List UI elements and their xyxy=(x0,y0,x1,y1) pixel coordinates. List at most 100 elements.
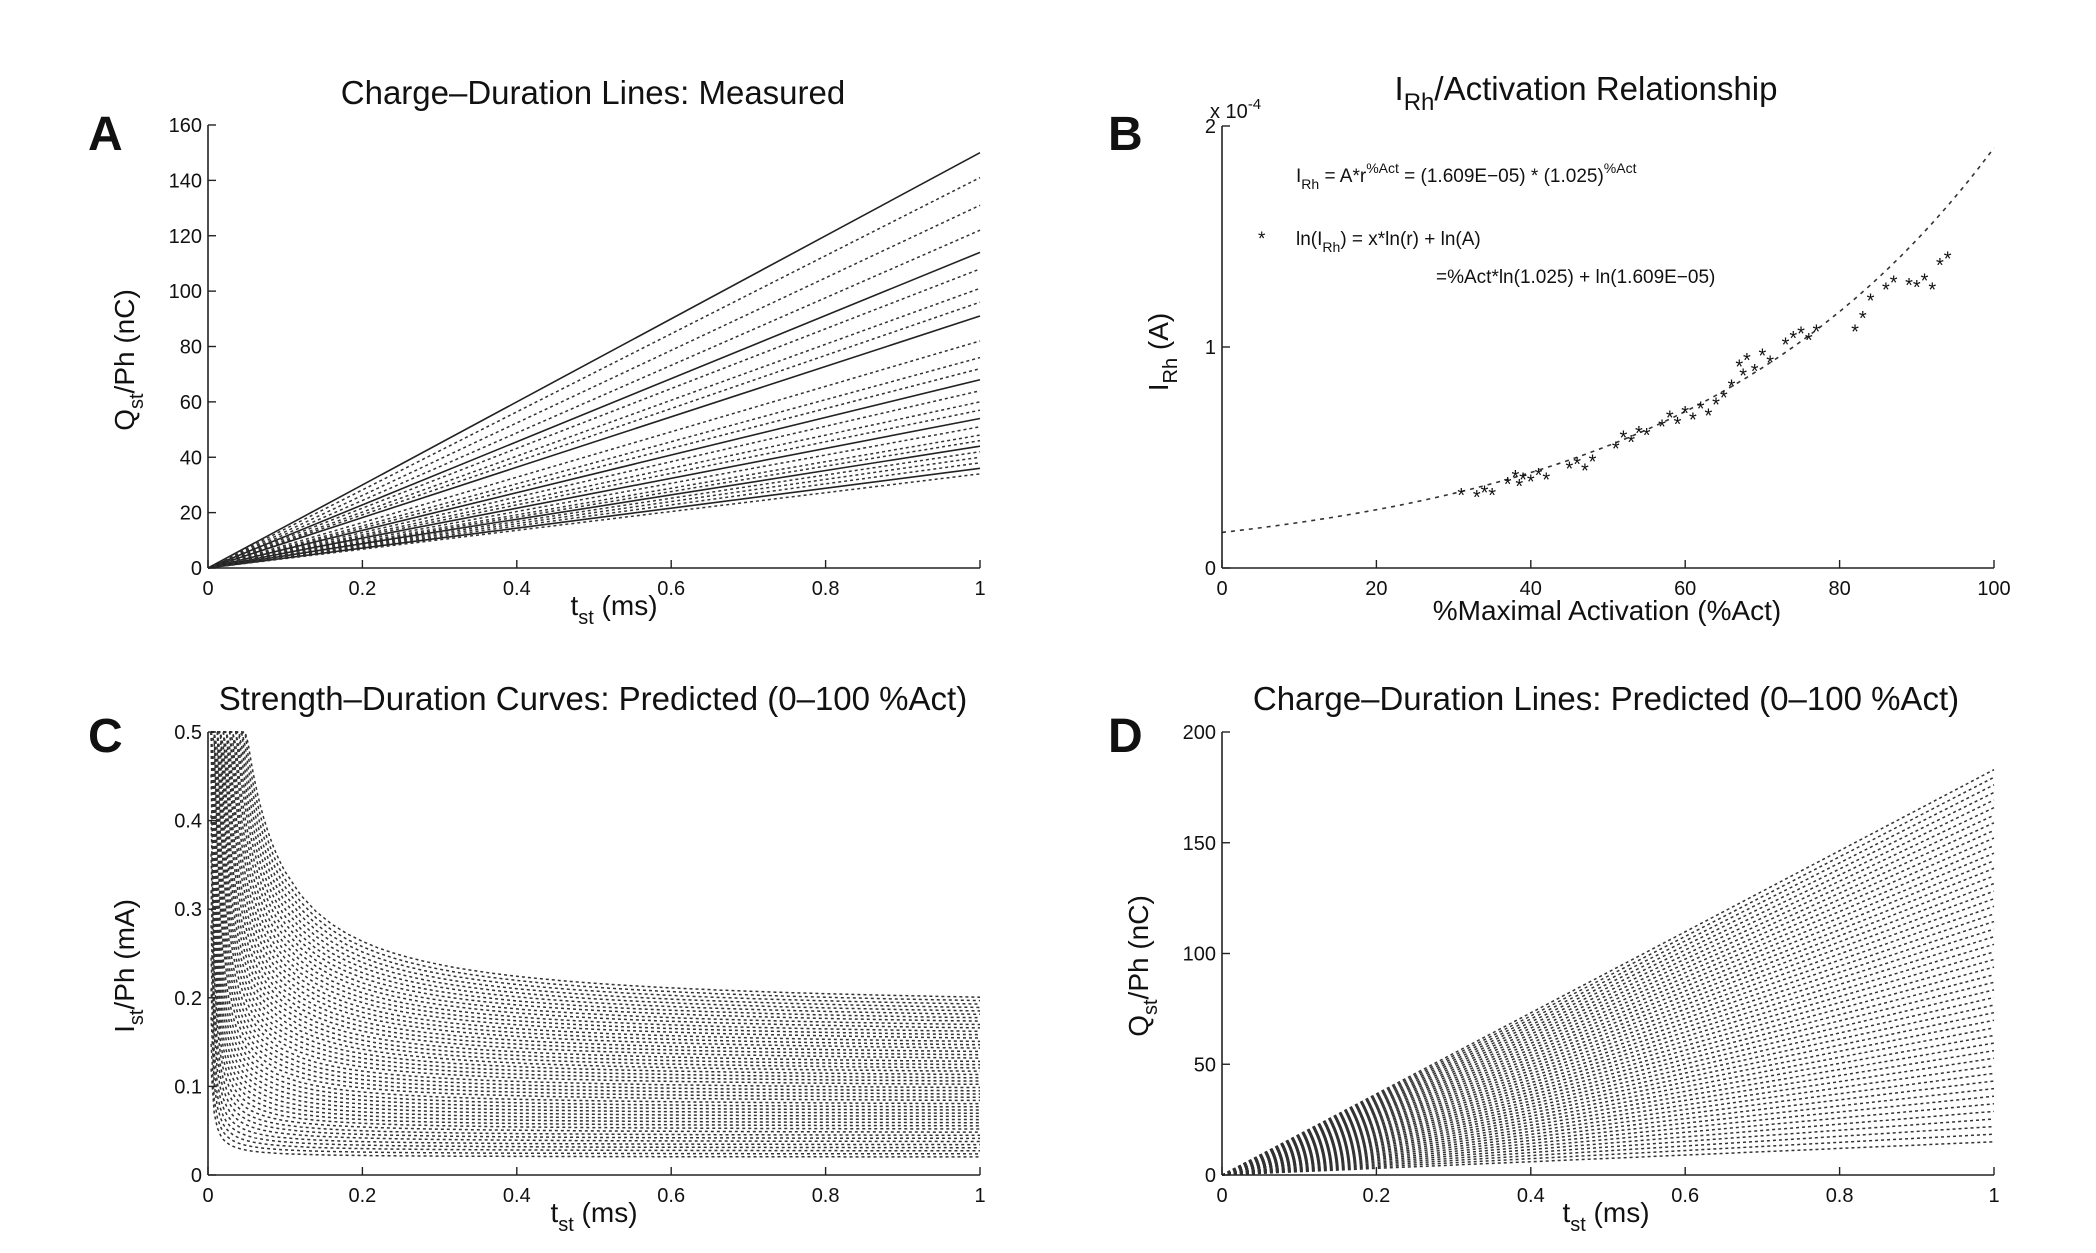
panel-b-data-point: * xyxy=(1643,425,1651,447)
panel-a-series-line xyxy=(208,288,980,568)
panel-b-equation-3: =%Act*ln(1.025) + ln(1.609E−05) xyxy=(1436,267,1715,288)
panel-b-plot-area: ****************************************… xyxy=(1222,148,1994,533)
panel-d-series-line xyxy=(1222,846,1994,1175)
panel-c-y-label-main: I xyxy=(109,1025,140,1033)
panel-b-y-label-main: I xyxy=(1143,383,1174,391)
panel-c-series-line xyxy=(211,732,980,1004)
panel-d-x-tick-label: 0.6 xyxy=(1671,1185,1699,1207)
panel-d-series-line xyxy=(1222,891,1994,1175)
panel-b-data-point: * xyxy=(1488,485,1496,507)
panel-d-series-line xyxy=(1222,777,1994,1175)
panel-b-data-point: * xyxy=(1728,377,1736,399)
panel-d-y-label-main: Q xyxy=(1123,1015,1154,1037)
panel-d-series-line xyxy=(1222,815,1994,1175)
panel-d-series-line xyxy=(1222,1081,1994,1175)
panel-b-y-label: IRh (A) xyxy=(1143,313,1182,391)
panel-b-ticks: 020406080100012 xyxy=(1205,116,2011,600)
panel-b-x-tick-label: 80 xyxy=(1828,578,1850,600)
panel-d-letter: D xyxy=(1108,710,1143,763)
panel-a-y-tick-label: 0 xyxy=(191,558,202,580)
panel-c-y-label-rest: /Ph (mA) xyxy=(109,899,140,1009)
panel-a-y-label-main: Q xyxy=(109,409,140,431)
panel-d-y-label-sub: st xyxy=(1140,999,1162,1015)
panel-a-series-line xyxy=(208,230,980,568)
eq2-pre: ln(I xyxy=(1296,229,1322,250)
eq1-lhs-sub: Rh xyxy=(1301,176,1319,192)
panel-d-title: Charge–Duration Lines: Predicted (0–100 … xyxy=(1253,680,1959,717)
panel-c-y-tick-label: 0.2 xyxy=(174,988,202,1010)
panel-d-series-line xyxy=(1222,868,1994,1175)
panel-d-x-tick-label: 1 xyxy=(1988,1185,1999,1207)
panel-d-x-label: tst (ms) xyxy=(1562,1197,1649,1236)
panel-a-x-tick-label: 0.2 xyxy=(348,578,376,600)
panel-a-series-line xyxy=(208,410,980,568)
panel-d-series-line xyxy=(1222,1005,1994,1175)
panel-a-title: Charge–Duration Lines: Measured xyxy=(341,74,845,111)
panel-c-y-tick-label: 0.1 xyxy=(174,1076,202,1098)
panel-a-x-tick-label: 1 xyxy=(974,578,985,600)
panel-a-y-tick-label: 120 xyxy=(169,226,202,248)
panel-c-series-line xyxy=(211,732,980,1048)
figure: A Charge–Duration Lines: Measured 00.20.… xyxy=(0,0,2096,1253)
panel-c-y-tick-label: 0 xyxy=(191,1165,202,1187)
panel-d-series-line xyxy=(1222,808,1994,1175)
panel-a-series-line xyxy=(208,205,980,568)
panel-c-y-label-sub: st xyxy=(126,1009,148,1025)
panel-d-plot-area xyxy=(1222,770,1994,1175)
panel-a-y-tick-label: 20 xyxy=(180,503,202,525)
panel-d-series-line xyxy=(1222,884,1994,1175)
panel-c: C Strength–Duration Curves: Predicted (0… xyxy=(88,680,986,1236)
panel-d-series-line xyxy=(1222,830,1994,1175)
panel-d: D Charge–Duration Lines: Predicted (0–10… xyxy=(1108,680,2000,1236)
panel-b-y-tick-label: 2 xyxy=(1205,116,1216,138)
panel-a-y-tick-label: 160 xyxy=(169,115,202,137)
panel-c-series-line xyxy=(211,732,980,1120)
panel-d-x-tick-label: 0 xyxy=(1216,1185,1227,1207)
panel-c-series-line xyxy=(211,732,980,1088)
panel-c-x-label-rest: (ms) xyxy=(574,1197,638,1228)
panel-b-data-point: * xyxy=(1867,290,1875,312)
eq2-post: ) = x*ln(r) + ln(A) xyxy=(1340,229,1480,250)
panel-d-series-line xyxy=(1222,1020,1994,1175)
panel-d-series-line xyxy=(1222,967,1994,1175)
panel-d-series-line xyxy=(1222,899,1994,1175)
panel-a-series-line xyxy=(208,463,980,568)
panel-a-y-label-rest: /Ph (nC) xyxy=(109,289,140,393)
panel-c-x-tick-label: 0.6 xyxy=(657,1185,685,1207)
panel-c-series-line xyxy=(211,732,980,1110)
panel-d-y-tick-label: 200 xyxy=(1183,722,1216,744)
panel-d-y-label: Qst/Ph (nC) xyxy=(1123,895,1162,1037)
panel-c-series-line xyxy=(211,732,980,1107)
panel-b-scale-label: x 10-4 xyxy=(1210,96,1261,123)
panel-d-series-line xyxy=(1222,952,1994,1175)
panel-d-x-label-sub: st xyxy=(1570,1214,1586,1236)
panel-c-y-tick-label: 0.5 xyxy=(174,722,202,744)
panel-c-x-label-sub: st xyxy=(558,1214,574,1236)
panel-c-series-line xyxy=(211,775,980,1130)
panel-c-x-tick-label: 0.4 xyxy=(503,1185,531,1207)
eq1-rhs-sup: %Act xyxy=(1604,160,1637,176)
panel-d-series-line xyxy=(1222,876,1994,1175)
panel-a-y-tick-label: 100 xyxy=(169,281,202,303)
panel-c-series-line xyxy=(211,732,980,1038)
panel-b-equation-1: IRh = A*r%Act = (1.609E−05) * (1.025)%Ac… xyxy=(1296,160,1637,192)
eq1-rhs: = (1.609E−05) * (1.025) xyxy=(1399,166,1604,187)
panel-d-series-line xyxy=(1222,997,1994,1175)
panel-c-series-line xyxy=(211,732,980,1081)
panel-b-x-tick-label: 100 xyxy=(1977,578,2010,600)
panel-c-y-tick-label: 0.3 xyxy=(174,899,202,921)
panel-c-series-line xyxy=(211,732,980,1018)
panel-d-series-line xyxy=(1222,838,1994,1175)
panel-a-y-tick-label: 40 xyxy=(180,447,202,469)
panel-d-series-line xyxy=(1222,975,1994,1175)
panel-a-series-line xyxy=(208,302,980,568)
panel-b-data-point: * xyxy=(1890,273,1898,295)
panel-a-series-line xyxy=(208,446,980,568)
panel-b-data-point: * xyxy=(1766,352,1774,374)
panel-d-series-line xyxy=(1222,1051,1994,1175)
eq1-mid-sup: %Act xyxy=(1366,160,1399,176)
panel-c-x-tick-label: 0.8 xyxy=(812,1185,840,1207)
panel-b-y-label-rest: (A) xyxy=(1143,313,1174,358)
panel-d-y-tick-label: 150 xyxy=(1183,833,1216,855)
panel-a-series-line xyxy=(208,402,980,568)
